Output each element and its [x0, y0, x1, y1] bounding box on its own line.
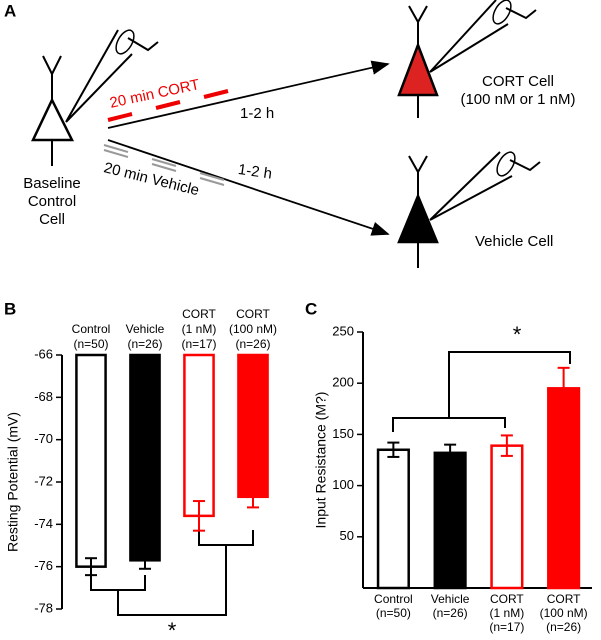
panel-label: B: [4, 299, 16, 318]
y-tick-label: -72: [34, 473, 53, 488]
y-tick-label: -74: [34, 516, 53, 531]
y-tick-label: -70: [34, 431, 53, 446]
bar: [433, 451, 467, 590]
x-tick-label: (n=17): [181, 337, 216, 351]
x-tick-label: (n=26): [235, 337, 270, 351]
x-tick-label: (n=26): [433, 606, 468, 620]
y-tick-label: -66: [34, 346, 53, 361]
y-tick-label: -76: [34, 558, 53, 573]
y-axis-label: Input Resistance (M?): [313, 392, 329, 529]
x-tick-label: Vehicle: [431, 592, 470, 606]
cort-dashes: [107, 89, 229, 122]
bar: [547, 387, 581, 590]
x-tick-label: (100 nM): [540, 606, 588, 620]
cell-label: Vehicle Cell: [475, 233, 553, 250]
significance-bracket: [90, 530, 254, 616]
time-label: 1-2 h: [237, 161, 273, 183]
arrow: [107, 139, 390, 236]
baseline-neuron: [31, 29, 159, 166]
y-tick-label: 150: [332, 426, 354, 441]
x-tick-label: CORT: [547, 592, 581, 606]
arrow: [107, 60, 390, 129]
bar: [237, 353, 269, 499]
cell-label: Cell: [39, 211, 65, 228]
vehicle-dashes: [103, 144, 225, 186]
x-tick-label: (n=17): [489, 620, 524, 634]
y-tick-label: -78: [34, 600, 53, 615]
x-tick-label: CORT: [236, 307, 270, 321]
cort-label: 20 min CORT: [108, 76, 201, 112]
y-tick-label: 200: [332, 375, 354, 390]
bar: [129, 353, 161, 562]
y-axis-label: Resting Potential (mV): [5, 412, 21, 552]
x-tick-label: (1 nM): [182, 322, 217, 336]
cell-label: CORT Cell: [482, 73, 554, 90]
y-tick-label: 250: [332, 323, 354, 338]
time-label: 1-2 h: [240, 105, 274, 122]
bar: [376, 448, 410, 590]
vehicle-neuron: [397, 151, 541, 268]
panel-label: A: [4, 1, 16, 20]
significance-star: *: [168, 618, 177, 640]
significance-star: *: [513, 322, 522, 347]
x-tick-label: (n=50): [376, 606, 411, 620]
x-tick-label: (n=26): [546, 620, 581, 634]
x-tick-label: Vehicle: [126, 322, 165, 336]
x-tick-label: (n=26): [127, 337, 162, 351]
cort-neuron: [397, 0, 537, 118]
y-tick-label: 50: [340, 528, 354, 543]
x-tick-label: Control: [72, 322, 111, 336]
bar: [183, 353, 215, 518]
cell-label: (100 nM or 1 nM): [460, 91, 575, 108]
panel-label: C: [305, 299, 317, 318]
x-tick-label: CORT: [182, 307, 216, 321]
x-tick-label: (100 nM): [229, 322, 277, 336]
cell-label: Baseline: [23, 175, 81, 192]
bar: [490, 444, 524, 590]
cell-label: Control: [28, 193, 76, 210]
significance-bracket: [392, 351, 571, 432]
x-tick-label: CORT: [490, 592, 524, 606]
bar: [75, 353, 107, 568]
y-tick-label: -68: [34, 389, 53, 404]
x-tick-label: (1 nM): [490, 606, 525, 620]
x-tick-label: (n=50): [73, 337, 108, 351]
x-tick-label: Control: [374, 592, 413, 606]
y-tick-label: 100: [332, 477, 354, 492]
